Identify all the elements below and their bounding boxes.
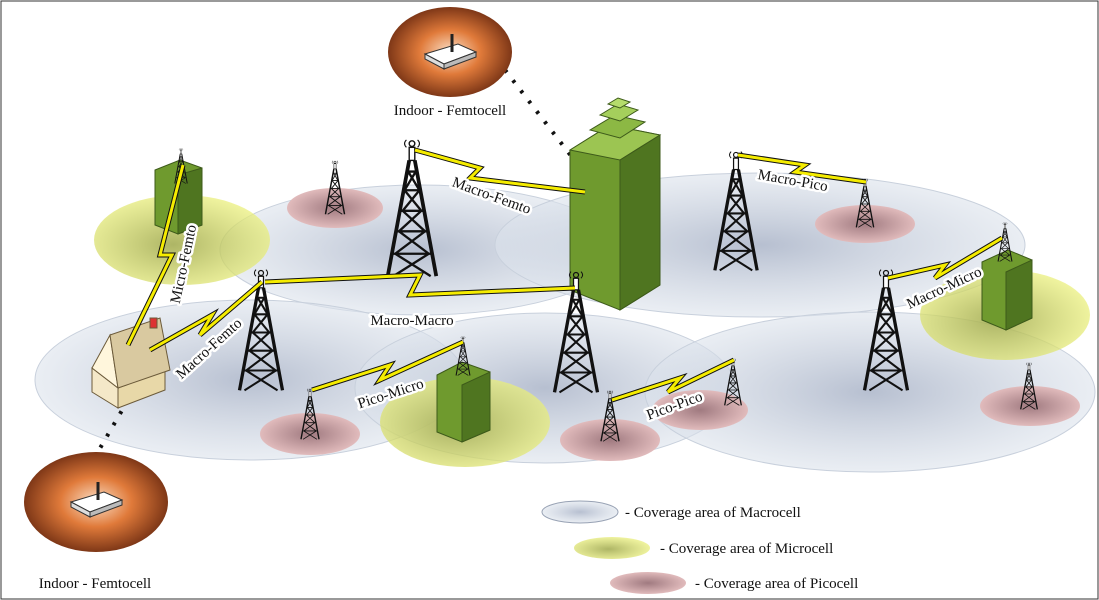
house-part bbox=[150, 318, 157, 328]
legend-label: - Coverage area of Picocell bbox=[695, 576, 858, 592]
legend-part bbox=[574, 537, 650, 559]
legend-part bbox=[542, 501, 618, 523]
pico-coverage-part bbox=[815, 205, 915, 243]
micro-building-part bbox=[1006, 260, 1032, 330]
network-diagram: Indoor - Femtocell Indoor - Femtocell Ma… bbox=[0, 0, 1099, 600]
legend-part bbox=[610, 572, 686, 594]
pico-coverage-part bbox=[260, 413, 360, 455]
micro-building-part bbox=[462, 372, 490, 442]
pico-coverage-part bbox=[287, 188, 383, 228]
central-building-part bbox=[620, 135, 660, 310]
link-label: Macro-Macro bbox=[370, 313, 453, 329]
femtocell-label: Indoor - Femtocell bbox=[394, 103, 506, 119]
femtocell-label: Indoor - Femtocell bbox=[39, 576, 151, 592]
pico-coverage-part bbox=[560, 419, 660, 461]
legend-label: - Coverage area of Microcell bbox=[660, 541, 833, 557]
legend-label: - Coverage area of Macrocell bbox=[625, 505, 801, 521]
